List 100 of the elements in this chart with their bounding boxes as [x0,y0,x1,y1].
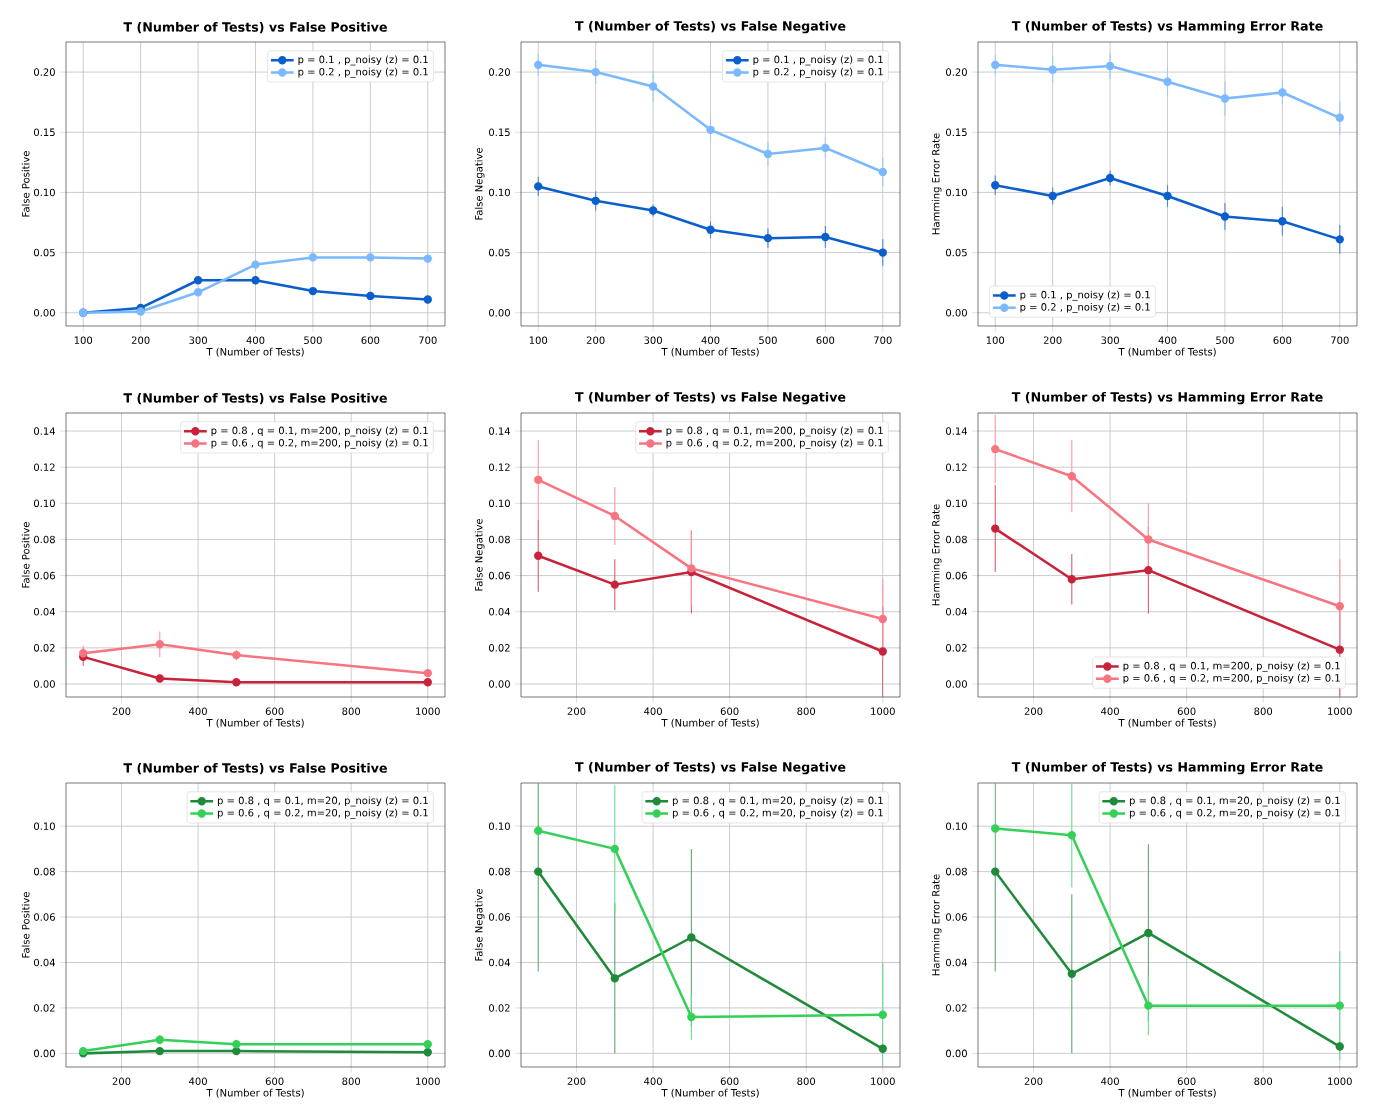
y-axis-title: False Positive [21,522,30,588]
y-tick-label: 0.00 [489,1049,510,1058]
y-tick-label: 0.02 [946,1004,967,1012]
x-tick-label: 1000 [1328,707,1352,715]
x-tick-label: 1000 [416,707,440,715]
y-axis-title: False Positive [21,151,30,217]
x-tick-label: 200 [112,707,131,715]
legend-label: p = 0.8 , q = 0.1, m=200, p_noisy (z) = 0.1 [1123,661,1340,672]
legend-label: p = 0.2 , p_noisy (z) = 0.1 [1020,302,1150,313]
y-tick-label: 0.08 [489,535,510,544]
x-tick-label: 200 [567,1077,586,1085]
y-tick-label: 0.10 [34,499,55,508]
y-tick-label: 0.06 [946,571,967,580]
y-tick-label: 0.10 [34,822,55,830]
x-tick-label: 200 [1043,336,1062,344]
x-tick-label: 300 [644,336,662,344]
y-tick-label: 0.00 [946,680,967,688]
y-tick-label: 0.00 [946,1049,967,1058]
x-tick-label: 600 [1177,707,1196,715]
legend-label: p = 0.2 , p_noisy (z) = 0.1 [753,67,883,78]
legend-label: p = 0.8 , q = 0.1, m=20, p_noisy (z) = 0.1 [672,796,883,807]
y-tick-label: 0.10 [946,499,967,508]
y-axis-title: Hamming Error Rate [931,874,942,976]
x-tick-label: 800 [342,707,361,715]
x-tick-label: 300 [1101,336,1119,344]
x-axis-title: T (Number of Tests) [206,718,304,728]
y-tick-label: 0.12 [34,463,55,471]
x-tick-label: 600 [1273,336,1292,344]
y-tick-label: 0.08 [34,535,55,544]
y-tick-label: 0.02 [489,644,510,652]
y-tick-label: 0.10 [489,822,510,830]
y-tick-label: 0.00 [34,680,55,688]
x-tick-label: 600 [265,707,284,715]
legend-label: p = 0.6 , q = 0.2, m=20, p_noisy (z) = 0.1 [1129,808,1340,819]
legend-label: p = 0.1 , p_noisy (z) = 0.1 [753,55,883,66]
x-axis-title: T (Number of Tests) [1118,718,1216,728]
y-axis-title: Hamming Error Rate [931,133,942,235]
x-tick-label: 200 [1024,707,1043,715]
x-axis-title: T (Number of Tests) [661,718,759,728]
y-axis-title: False Negative [474,518,485,591]
y-tick-label: 0.05 [946,248,967,257]
y-tick-label: 0.00 [946,308,967,317]
y-tick-label: 0.02 [34,1004,55,1012]
legend-label: p = 0.6 , q = 0.2, m=200, p_noisy (z) = 0.1 [666,438,883,449]
x-tick-label: 800 [797,707,816,715]
x-tick-label: 800 [1254,1077,1273,1085]
x-tick-label: 700 [874,336,892,344]
x-tick-label: 400 [644,1077,662,1085]
x-tick-label: 800 [342,1077,361,1085]
legend-label: p = 0.6 , q = 0.2, m=200, p_noisy (z) = 0.1 [1123,673,1340,684]
y-tick-label: 0.06 [34,913,55,921]
x-tick-label: 1000 [416,1077,440,1085]
x-tick-label: 400 [1101,707,1119,715]
x-tick-label: 400 [1158,336,1177,344]
x-tick-label: 100 [986,336,1005,344]
x-tick-label: 200 [112,1077,131,1085]
y-axis-title: False Negative [474,147,485,220]
x-tick-label: 200 [567,707,586,715]
y-tick-label: 0.04 [489,958,511,967]
chart-title: T (Number of Tests) vs False Negative [575,761,846,775]
y-tick-label: 0.00 [489,308,510,317]
y-tick-label: 0.08 [34,867,55,876]
x-tick-label: 700 [1331,336,1349,344]
y-tick-label: 0.10 [946,822,967,830]
y-axis-title: Hamming Error Rate [931,504,942,606]
y-tick-label: 0.04 [489,607,511,616]
legend-label: p = 0.1 , p_noisy (z) = 0.1 [298,55,428,66]
legend-label: p = 0.1 , p_noisy (z) = 0.1 [1020,290,1150,301]
x-tick-label: 100 [74,336,93,344]
x-tick-label: 400 [644,707,662,715]
y-tick-label: 0.02 [489,1004,510,1012]
x-tick-label: 400 [246,336,265,344]
x-tick-label: 400 [701,336,720,344]
y-tick-label: 0.05 [489,248,510,257]
x-tick-label: 700 [419,336,437,344]
y-tick-label: 0.12 [489,463,510,471]
chart-title: T (Number of Tests) vs Hamming Error Rate [1011,391,1323,405]
x-tick-label: 1000 [871,707,895,715]
x-tick-label: 600 [265,1077,284,1085]
legend-label: p = 0.2 , p_noisy (z) = 0.1 [298,67,428,78]
x-tick-label: 500 [1216,336,1234,344]
y-axis-title: False Negative [474,888,485,961]
chart-title: T (Number of Tests) vs False Negative [575,20,846,34]
chart-title: T (Number of Tests) vs False Positive [123,392,387,405]
y-tick-label: 0.02 [946,644,967,652]
x-tick-label: 500 [304,336,322,344]
legend-label: p = 0.8 , q = 0.1, m=200, p_noisy (z) = 0.1 [211,426,428,437]
y-tick-label: 0.14 [946,427,968,435]
x-tick-label: 1000 [1328,1077,1352,1085]
x-tick-label: 300 [189,336,207,344]
y-tick-label: 0.10 [489,499,510,508]
x-tick-label: 800 [1254,707,1273,715]
y-tick-label: 0.08 [489,867,510,876]
x-tick-label: 200 [131,336,150,344]
y-tick-label: 0.06 [489,913,510,921]
x-tick-label: 1000 [871,1077,895,1085]
y-tick-label: 0.10 [34,188,55,197]
y-tick-label: 0.04 [34,607,56,616]
chart-title: T (Number of Tests) vs False Positive [123,763,387,775]
x-tick-label: 800 [797,1077,816,1085]
